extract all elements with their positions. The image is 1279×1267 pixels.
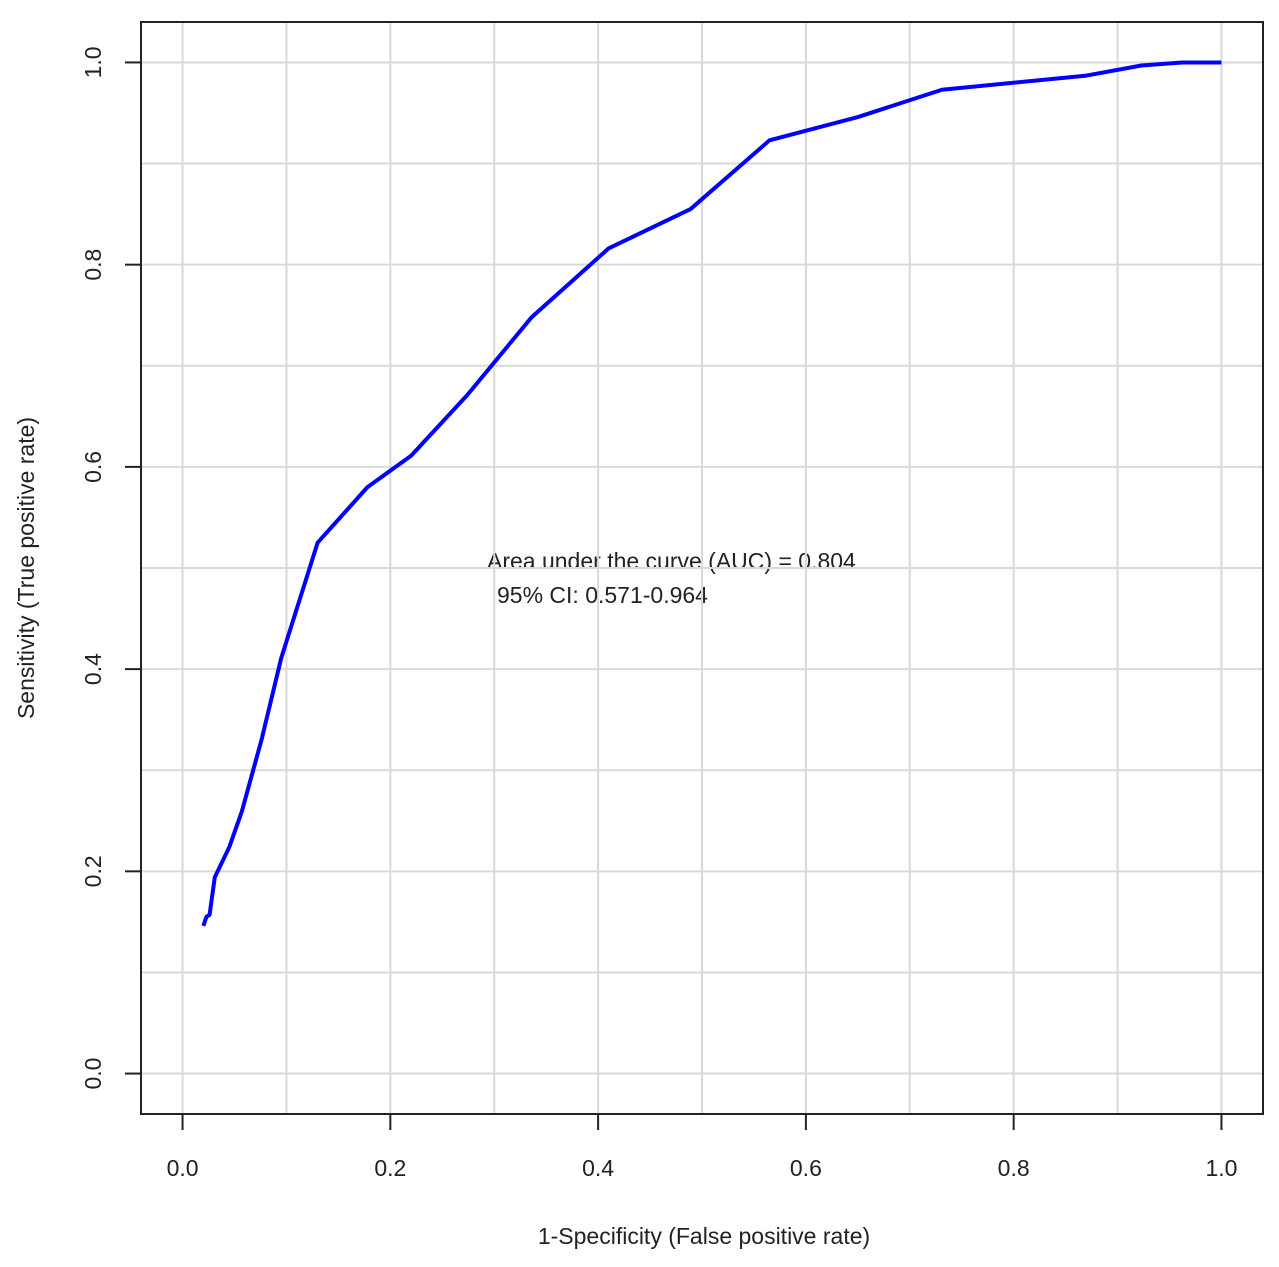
y-tick-label: 0.6 (80, 451, 106, 483)
y-tick-label: 0.2 (80, 855, 106, 887)
x-tick-label: 0.8 (998, 1155, 1030, 1181)
y-tick-label: 0.0 (80, 1058, 106, 1090)
x-tick-label: 0.2 (374, 1155, 406, 1181)
x-tick-label: 0.0 (167, 1155, 199, 1181)
x-tick-label: 0.4 (582, 1155, 614, 1181)
y-tick-label: 0.4 (80, 653, 106, 685)
y-axis-label: Sensitivity (True positive rate) (13, 417, 39, 719)
y-tick-label: 1.0 (80, 46, 106, 78)
annotation: Area under the curve (AUC) = 0.804 (487, 548, 856, 574)
y-tick-label: 0.8 (80, 249, 106, 281)
x-tick-label: 1.0 (1205, 1155, 1237, 1181)
x-axis-label: 1-Specificity (False positive rate) (538, 1223, 870, 1249)
roc-curve (201, 60, 1222, 927)
x-tick-label: 0.6 (790, 1155, 822, 1181)
annotation: 95% CI: 0.571-0.964 (497, 582, 708, 608)
